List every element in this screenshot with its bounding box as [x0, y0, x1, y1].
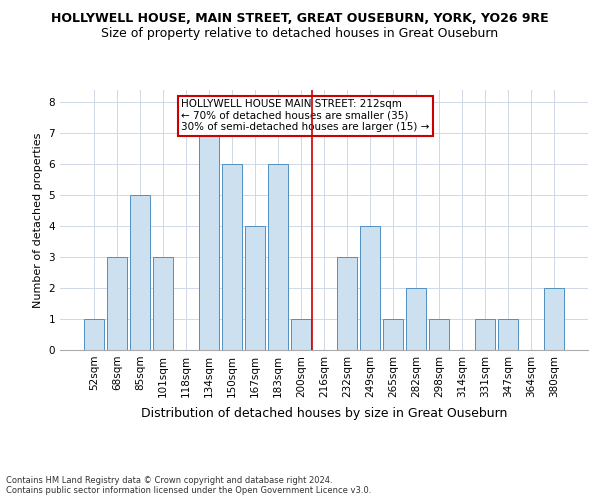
Bar: [84, 319, 104, 350]
Text: Size of property relative to detached houses in Great Ouseburn: Size of property relative to detached ho…: [101, 28, 499, 40]
Bar: [360, 226, 380, 350]
Bar: [130, 195, 149, 350]
Bar: [153, 257, 173, 350]
Bar: [199, 134, 218, 350]
Bar: [430, 319, 449, 350]
Text: Distribution of detached houses by size in Great Ouseburn: Distribution of detached houses by size …: [141, 408, 507, 420]
Bar: [337, 257, 357, 350]
Bar: [268, 164, 288, 350]
Bar: [291, 319, 311, 350]
Bar: [107, 257, 127, 350]
Text: HOLLYWELL HOUSE, MAIN STREET, GREAT OUSEBURN, YORK, YO26 9RE: HOLLYWELL HOUSE, MAIN STREET, GREAT OUSE…: [51, 12, 549, 26]
Bar: [222, 164, 242, 350]
Text: HOLLYWELL HOUSE MAIN STREET: 212sqm
← 70% of detached houses are smaller (35)
30: HOLLYWELL HOUSE MAIN STREET: 212sqm ← 70…: [181, 100, 430, 132]
Y-axis label: Number of detached properties: Number of detached properties: [33, 132, 43, 308]
Bar: [475, 319, 495, 350]
Bar: [406, 288, 426, 350]
Bar: [383, 319, 403, 350]
Bar: [544, 288, 564, 350]
Text: Contains HM Land Registry data © Crown copyright and database right 2024.
Contai: Contains HM Land Registry data © Crown c…: [6, 476, 371, 495]
Bar: [245, 226, 265, 350]
Bar: [499, 319, 518, 350]
